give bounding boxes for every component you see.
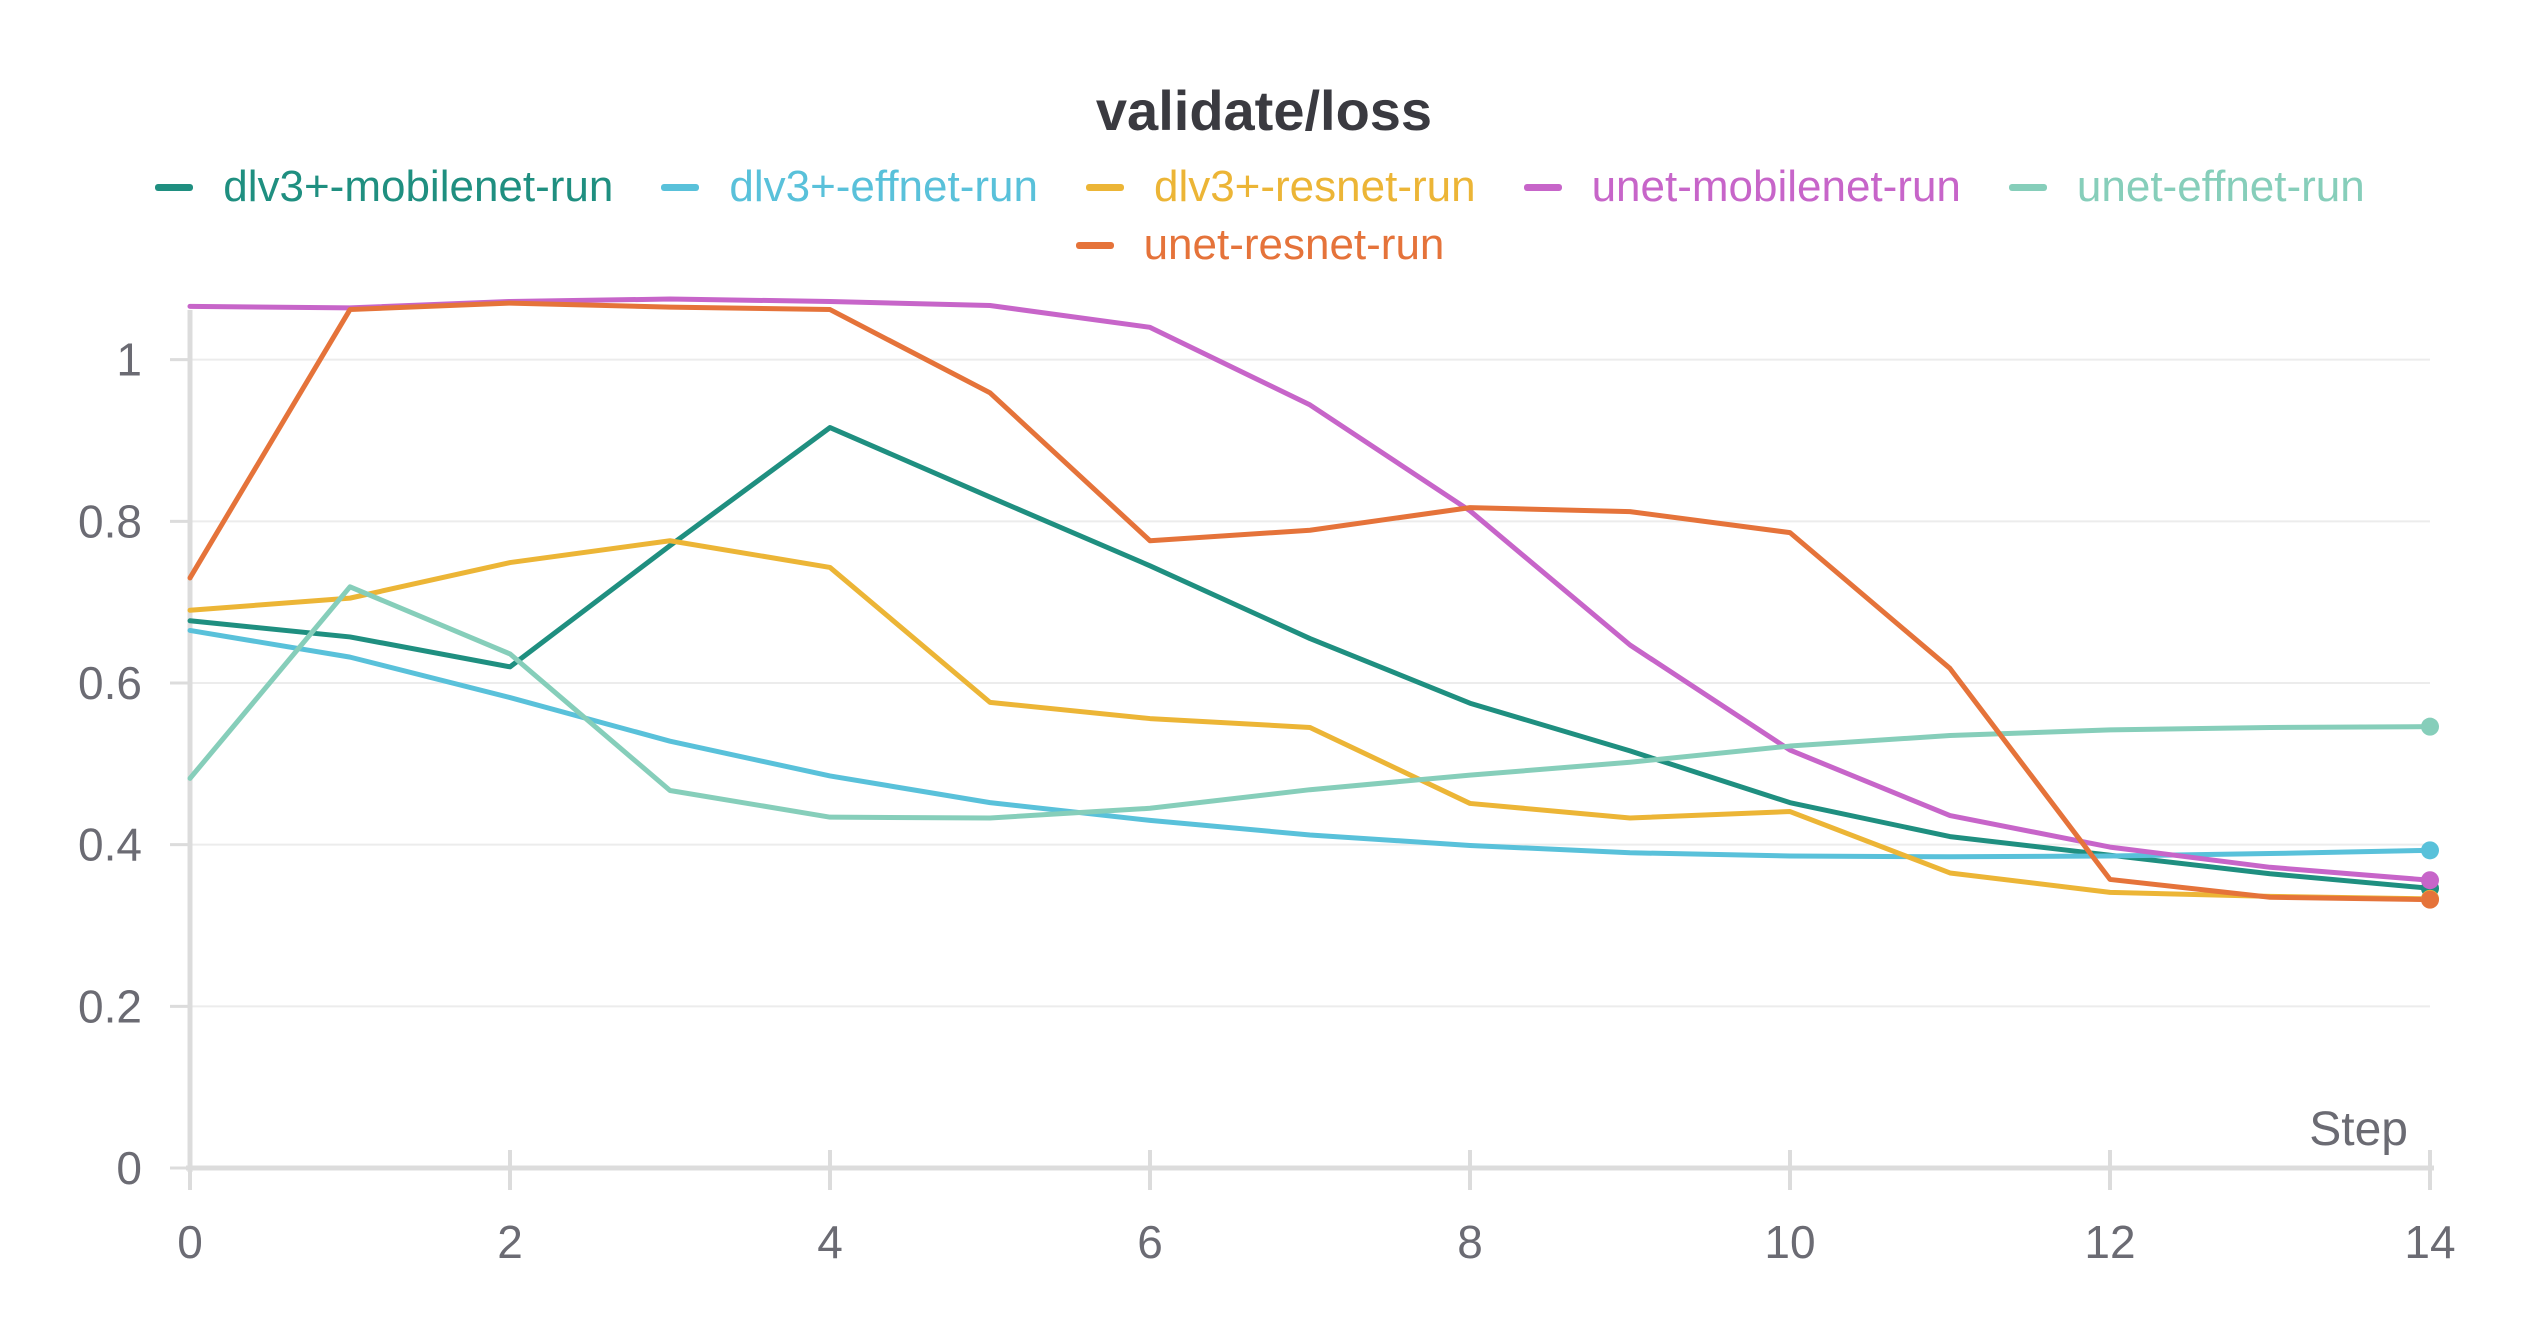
series-line-unet-effnet-run xyxy=(187,584,2433,821)
legend-label: unet-mobilenet-run xyxy=(1591,162,1961,211)
series-endpoint-unet-mobilenet-run xyxy=(2421,871,2439,890)
y-tick-label: 0.4 xyxy=(78,819,142,871)
x-tick-label: 8 xyxy=(1457,1216,1483,1268)
legend-label: dlv3+-mobilenet-run xyxy=(223,162,614,211)
series-endpoint-dlv3+-effnet-run xyxy=(2421,841,2439,860)
legend-label: unet-resnet-run xyxy=(1143,220,1445,269)
legend-swatch xyxy=(1523,183,1562,191)
y-tick-label: 0.6 xyxy=(78,657,142,709)
chart-title: validate/loss xyxy=(1095,79,1433,142)
legend-item[interactable]: dlv3+-resnet-run xyxy=(1085,162,1476,211)
x-tick-label: 10 xyxy=(1764,1216,1815,1268)
series-line-dlv3+-mobilenet-run xyxy=(187,425,2433,891)
legend-label: unet-effnet-run xyxy=(2076,162,2365,211)
y-tick-label: 0 xyxy=(116,1142,142,1194)
legend-label: dlv3+-resnet-run xyxy=(1153,162,1476,211)
x-axis-label: Step xyxy=(2309,1103,2408,1156)
series-endpoint-unet-resnet-run xyxy=(2421,890,2439,909)
legend-item[interactable]: unet-resnet-run xyxy=(1075,220,1445,269)
legend-swatch xyxy=(2008,183,2047,191)
x-tick-label: 12 xyxy=(2084,1216,2135,1268)
axes: 00.20.40.60.810 2 4 6 8 10 12 14 xyxy=(78,310,2456,1268)
legend-item[interactable]: dlv3+-effnet-run xyxy=(661,165,1038,209)
y-tick-label: 1 xyxy=(116,334,142,386)
legend-swatch xyxy=(661,183,700,191)
legend-item[interactable]: unet-effnet-run xyxy=(2008,162,2365,211)
legend-label: dlv3+-effnet-run xyxy=(729,162,1038,211)
x-tick-label: 0 xyxy=(177,1216,203,1268)
series-line-dlv3+-effnet-run xyxy=(187,627,2433,860)
series-line-dlv3+-resnet-run xyxy=(187,538,2433,902)
x-tick-label: 14 xyxy=(2404,1216,2455,1268)
series-line-unet-mobilenet-run xyxy=(187,296,2433,883)
legend-swatch xyxy=(1075,241,1114,249)
legend-swatch xyxy=(1085,183,1124,191)
y-tick-label: 0.8 xyxy=(78,495,142,547)
legend-item[interactable]: unet-mobilenet-run xyxy=(1523,162,1961,211)
series-endpoints xyxy=(2421,717,2439,909)
series-lines xyxy=(187,296,2433,903)
grid-lines xyxy=(190,358,2430,1008)
legend-swatch xyxy=(155,183,194,191)
series-endpoint-unet-effnet-run xyxy=(2421,717,2439,736)
legend: dlv3+-mobilenet-run dlv3+-effnet-run dlv3+… xyxy=(60,165,2460,267)
x-tick-label: 4 xyxy=(817,1216,843,1268)
legend-item[interactable]: dlv3+-mobilenet-run xyxy=(155,165,613,209)
x-tick-label: 2 xyxy=(497,1216,523,1268)
x-tick-label: 6 xyxy=(1137,1216,1163,1268)
y-tick-label: 0.2 xyxy=(78,980,142,1032)
series-line-unet-resnet-run xyxy=(187,300,2433,903)
